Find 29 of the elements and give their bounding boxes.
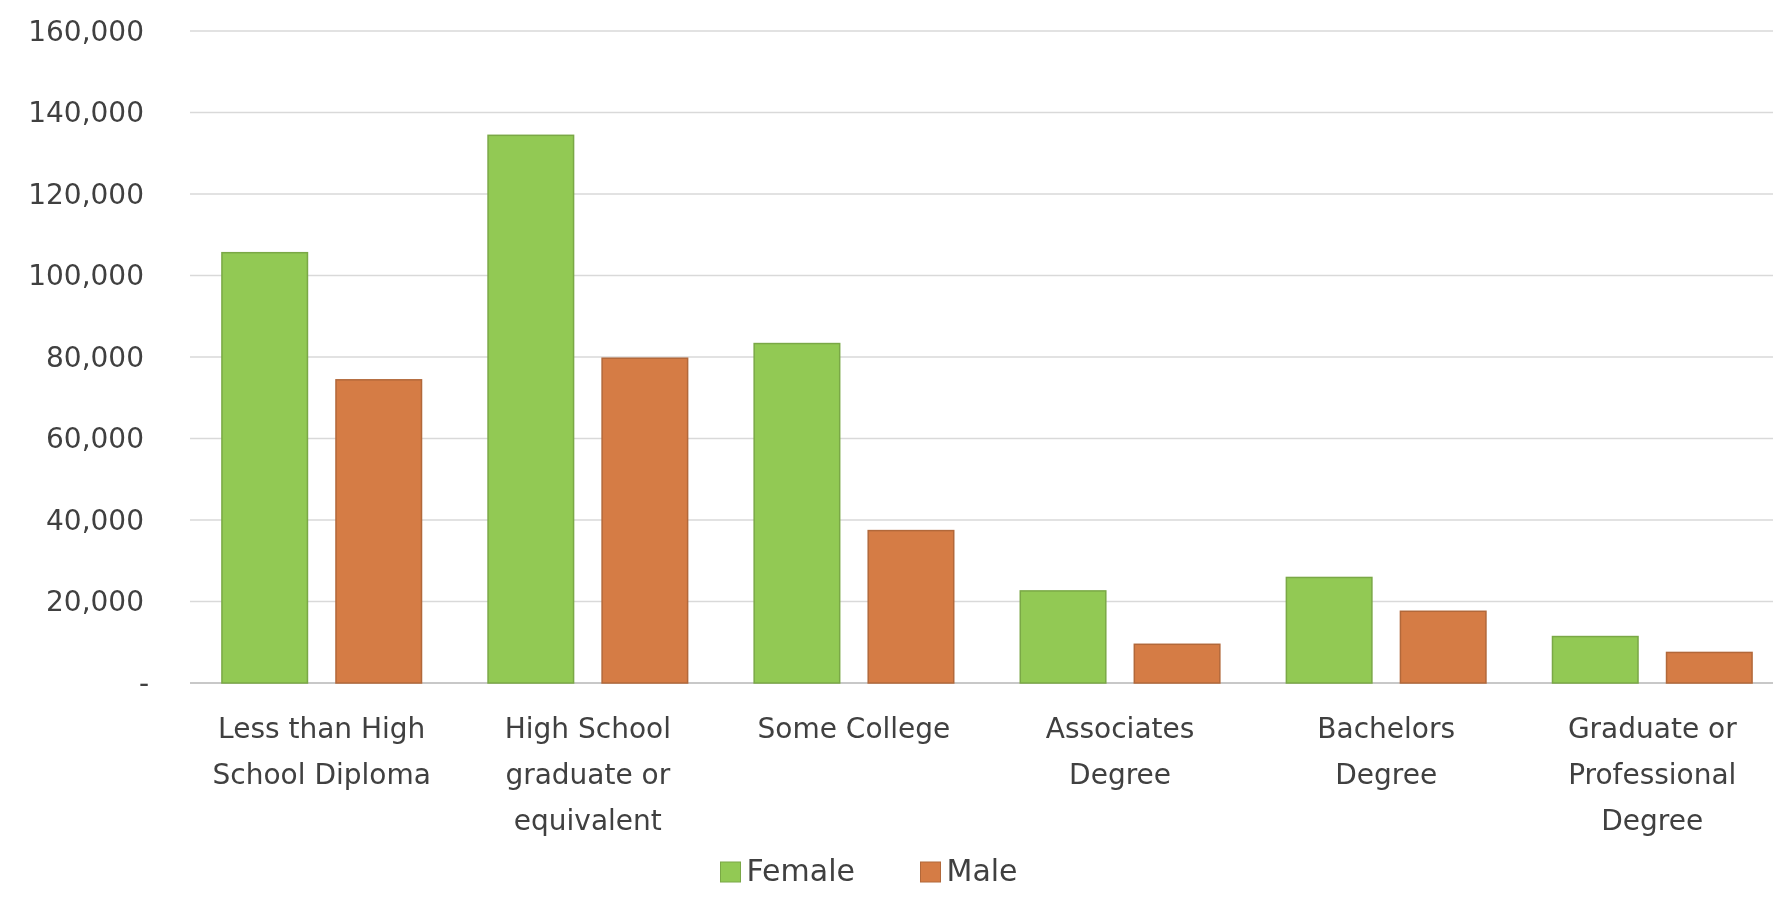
y-tick-label: 60,000: [46, 422, 144, 456]
bar: [1665, 651, 1753, 684]
bar: [867, 529, 955, 684]
bar: [601, 357, 689, 684]
y-tick-label: 40,000: [46, 503, 144, 537]
bar: [335, 379, 423, 684]
bar: [1019, 590, 1107, 684]
y-tick-label: 80,000: [46, 340, 144, 374]
x-tick-label: Some College: [757, 712, 951, 745]
y-tick-label: -: [138, 666, 150, 700]
x-tick-label: Bachelors Degree: [1317, 712, 1456, 791]
x-tick-label: Associates Degree: [1045, 712, 1195, 791]
y-tick-label: 160,000: [28, 14, 144, 48]
bar: [1285, 576, 1373, 684]
x-tick-label: Graduate or Professional Degree: [1567, 712, 1738, 837]
bar: [487, 134, 575, 684]
x-tick-label: Less than High School Diploma: [212, 712, 431, 791]
y-tick-label: 120,000: [28, 177, 144, 211]
bar: [221, 251, 309, 684]
y-tick-label: 100,000: [28, 259, 144, 293]
bar: [1551, 635, 1639, 684]
bar: [1133, 643, 1221, 684]
legend-label: Male: [946, 853, 1018, 888]
y-tick-label: 20,000: [46, 585, 144, 619]
bar: [753, 342, 841, 684]
y-tick-label: 140,000: [28, 96, 144, 130]
bar: [1399, 610, 1487, 684]
x-tick-label: High School graduate or equivalent: [504, 712, 671, 837]
legend-label: Female: [746, 853, 855, 888]
